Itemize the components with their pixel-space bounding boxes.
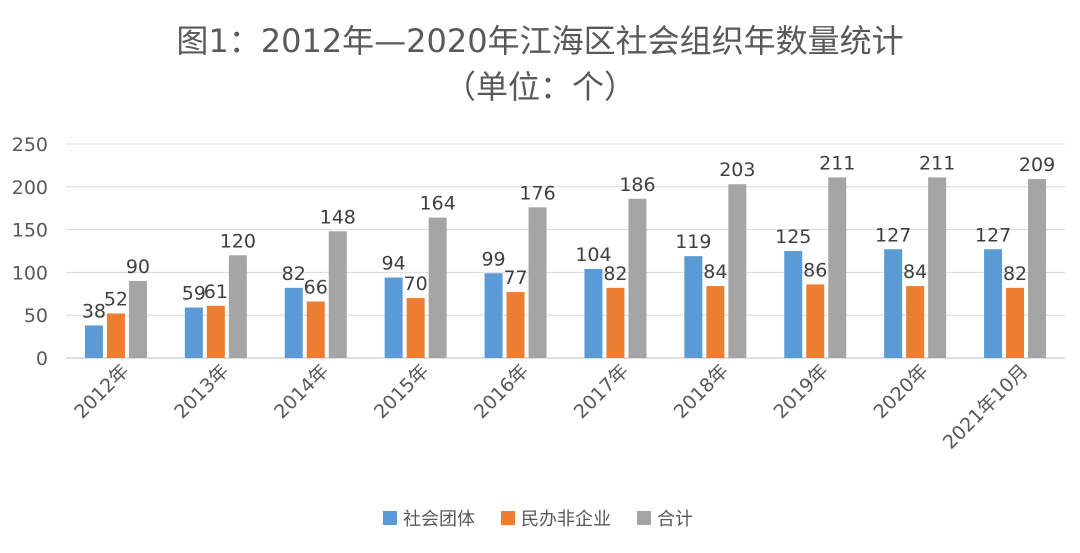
bar-1-4 [506,292,525,358]
bar-0-0 [84,325,103,358]
legend-label: 合计 [657,509,693,530]
x-tick-label: 2012年 [70,360,133,423]
bar-0-8 [884,249,903,358]
bar-0-7 [784,251,803,358]
bar-1-0 [106,313,125,358]
bar-1-2 [306,301,325,358]
x-axis-ticks: 2012年 2013年 2014年 2015年 2016年 2017年 2018年 2019年… [70,360,1032,454]
data-label: 77 [503,267,527,289]
data-label: 61 [204,281,228,303]
data-label: 82 [282,263,306,285]
legend-swatch-0 [383,511,397,525]
bar-0-9 [984,249,1003,358]
y-tick-label: 200 [12,177,48,199]
data-label: 90 [126,256,150,278]
data-label: 84 [903,261,927,283]
data-label: 104 [575,244,611,266]
data-label: 84 [703,261,727,283]
x-tick-label: 2017年 [570,360,633,423]
x-tick-label: 2014年 [270,360,333,423]
bar-0-2 [284,287,303,358]
data-label: 186 [619,174,655,196]
y-tick-label: 100 [12,262,48,284]
data-label: 125 [775,226,811,248]
y-tick-label: 250 [12,134,48,156]
data-labels: 3852905961120826614894701649977176104821… [82,152,1055,322]
data-label: 82 [603,263,627,285]
bar-0-1 [184,307,203,358]
bar-0-6 [684,256,703,358]
x-tick-label: 2013年 [170,360,233,423]
bar-0-3 [384,277,403,358]
bars [84,177,1047,358]
legend-swatch-1 [501,511,515,525]
bar-1-7 [806,284,825,358]
data-label: 82 [1003,263,1027,285]
data-label: 176 [519,182,555,204]
data-label: 66 [304,277,328,299]
data-label: 164 [420,193,456,215]
data-label: 59 [182,282,206,304]
data-label: 52 [104,288,128,310]
data-label: 119 [675,231,711,253]
data-label: 127 [875,224,911,246]
data-label: 120 [220,230,256,252]
legend-label: 民办非企业 [521,509,611,530]
bar-1-9 [1006,287,1025,358]
x-tick-label: 2016年 [470,360,533,423]
data-label: 211 [919,152,955,174]
bar-2-2 [328,231,347,358]
data-label: 38 [82,300,106,322]
data-label: 127 [975,224,1011,246]
legend: 社会团体 民办非企业 合计 [383,509,693,530]
legend-swatch-2 [637,511,651,525]
data-label: 94 [382,253,406,275]
bar-2-8 [928,177,947,358]
x-tick-label: 2020年 [869,360,932,423]
bar-2-6 [728,184,747,358]
x-tick-label: 2021年10月 [939,360,1033,454]
bar-2-7 [828,177,847,358]
y-tick-label: 150 [12,220,48,242]
bar-1-3 [406,298,425,358]
data-label: 70 [404,273,428,295]
bar-2-5 [628,198,647,358]
data-label: 86 [803,259,827,281]
bar-2-9 [1028,179,1047,358]
y-tick-label: 50 [24,305,48,327]
y-axis-ticks: 0 50 100 150 200 250 [12,134,48,370]
bar-1-8 [906,286,925,358]
bar-1-6 [706,286,725,358]
bar-0-4 [484,273,503,358]
x-tick-label: 2019年 [770,360,833,423]
bar-1-5 [606,287,625,358]
data-label: 148 [320,206,356,228]
data-label: 211 [819,152,855,174]
data-label: 203 [719,159,755,181]
bar-2-0 [128,280,147,358]
x-tick-label: 2018年 [670,360,733,423]
bar-0-5 [584,268,603,358]
y-tick-label: 0 [36,348,48,370]
chart-subtitle: （单位：个） [444,68,636,106]
bar-1-1 [206,305,225,358]
x-tick-label: 2015年 [370,360,433,423]
bar-2-3 [428,217,447,358]
bar-2-4 [528,207,547,358]
data-label: 99 [481,248,505,270]
data-label: 209 [1019,154,1055,176]
bar-2-1 [228,255,247,358]
legend-label: 社会团体 [403,509,475,530]
chart-title: 图1：2012年—2020年江海区社会组织年数量统计 [176,22,903,60]
